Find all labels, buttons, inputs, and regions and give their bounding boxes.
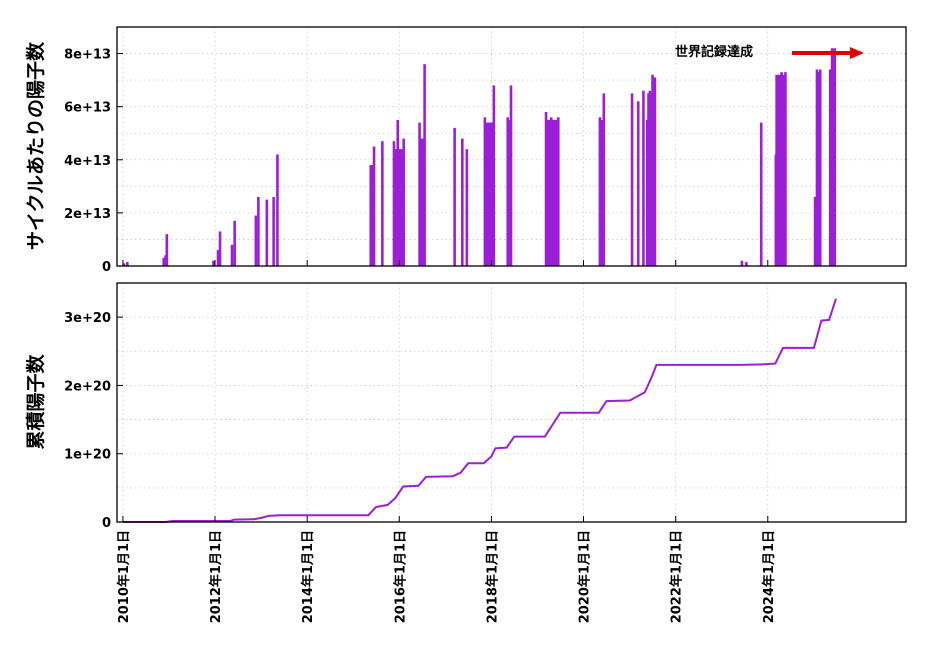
run-block-bar bbox=[831, 50, 836, 267]
run-block-bar bbox=[599, 119, 605, 266]
spike-bar bbox=[759, 122, 763, 266]
spike-bar bbox=[381, 141, 384, 266]
x-tick-label: 2014年1月1日 bbox=[300, 530, 316, 623]
spike-bar bbox=[265, 199, 269, 266]
x-tick-label: 2018年1月1日 bbox=[484, 530, 500, 623]
spike-bar bbox=[216, 250, 220, 266]
run-block-bar bbox=[418, 138, 424, 266]
x-tick-label: 2022年1月1日 bbox=[669, 530, 685, 623]
spike-bar bbox=[254, 215, 258, 266]
spike-bar bbox=[402, 138, 405, 266]
spike-bar bbox=[165, 234, 169, 266]
spike-bar bbox=[648, 90, 652, 266]
x-tick-label: 2024年1月1日 bbox=[761, 530, 777, 623]
bottom-y-axis-title: 累積陽子数 bbox=[24, 354, 47, 450]
spike-bar bbox=[230, 244, 234, 266]
spike-bar bbox=[636, 101, 640, 266]
run-block-bar bbox=[816, 72, 822, 267]
bottom-y-tick-label: 3e+20 bbox=[64, 311, 111, 326]
spike-bar bbox=[396, 119, 400, 266]
spike-bar bbox=[780, 72, 783, 267]
spike-bar bbox=[602, 93, 606, 266]
run-block-bar bbox=[484, 122, 495, 266]
spike-bar bbox=[465, 149, 469, 266]
spike-bar bbox=[372, 146, 376, 266]
x-tick-label: 2016年1月1日 bbox=[392, 530, 408, 623]
spike-bar bbox=[122, 263, 126, 266]
cumulative-line bbox=[122, 298, 837, 523]
spike-bar bbox=[492, 85, 496, 266]
spike-bar bbox=[423, 64, 426, 266]
top-y-ticks: 0 2e+13 4e+13 6e+13 8e+13 bbox=[64, 48, 123, 275]
spike-bar bbox=[212, 260, 215, 266]
spike-bar bbox=[777, 74, 780, 266]
spike-bar bbox=[257, 196, 260, 266]
spike-bar bbox=[828, 69, 832, 266]
spike-bar bbox=[653, 77, 657, 266]
spike-bar bbox=[276, 154, 279, 266]
world-record-arrow bbox=[792, 47, 864, 59]
bottom-y-tick-label: 0 bbox=[102, 516, 111, 531]
spike-bar bbox=[598, 117, 602, 267]
spike-bar bbox=[233, 220, 236, 266]
spike-bar bbox=[544, 111, 548, 266]
spike-bar bbox=[645, 119, 649, 266]
spike-bar bbox=[392, 141, 396, 266]
top-y-tick-label: 8e+13 bbox=[64, 48, 111, 63]
spike-bar bbox=[453, 127, 456, 267]
world-record-annotation: 世界記録達成 bbox=[675, 44, 753, 60]
spike-bar bbox=[642, 90, 645, 266]
top-y-axis-title: サイクルあたりの陽子数 bbox=[24, 41, 47, 250]
spike-bar bbox=[830, 48, 834, 266]
spike-bar bbox=[740, 260, 744, 266]
x-tick-label: 2020年1月1日 bbox=[577, 530, 593, 623]
spike-bar bbox=[833, 48, 837, 266]
x-tick-label: 2012年1月1日 bbox=[208, 530, 224, 623]
spike-bar bbox=[126, 262, 129, 266]
bottom-y-tick-label: 1e+20 bbox=[64, 448, 111, 463]
spike-bar bbox=[509, 85, 513, 266]
bottom-y-ticks: 0 1e+20 2e+20 3e+20 bbox=[64, 311, 123, 531]
x-tick-label: 2010年1月1日 bbox=[116, 530, 132, 623]
spike-bar bbox=[784, 72, 787, 267]
spike-bar bbox=[651, 74, 654, 266]
run-block-bar bbox=[370, 165, 375, 266]
top-y-tick-label: 2e+13 bbox=[64, 207, 111, 222]
top-y-tick-label: 6e+13 bbox=[64, 101, 111, 116]
spike-bar bbox=[813, 196, 817, 266]
spike-bar bbox=[774, 154, 778, 266]
spike-bar bbox=[506, 117, 510, 267]
spike-bar bbox=[815, 69, 819, 266]
spike-bar bbox=[549, 117, 553, 267]
spike-bar bbox=[418, 122, 421, 266]
spike-bar bbox=[272, 196, 275, 266]
bottom-gridlines bbox=[117, 283, 906, 522]
top-plot-frame bbox=[116, 26, 907, 267]
spike-bar bbox=[818, 69, 822, 266]
top-y-tick-label: 0 bbox=[102, 260, 111, 275]
spike-bar bbox=[745, 262, 748, 266]
top-y-tick-label: 4e+13 bbox=[64, 154, 111, 169]
spike-bar bbox=[461, 138, 464, 266]
top-bar-series bbox=[122, 48, 837, 267]
spike-bar bbox=[630, 93, 634, 266]
bottom-y-tick-label: 2e+20 bbox=[64, 379, 111, 394]
x-ticks: 2010年1月1日 2012年1月1日 2014年1月1日 2016年1月1日 2018… bbox=[116, 260, 777, 623]
spike-bar bbox=[218, 231, 222, 266]
spike-bar bbox=[483, 117, 487, 267]
spike-bar bbox=[369, 165, 373, 266]
spike-bar bbox=[556, 117, 560, 267]
spike-bar bbox=[162, 258, 165, 266]
bottom-plot-frame bbox=[116, 282, 907, 523]
